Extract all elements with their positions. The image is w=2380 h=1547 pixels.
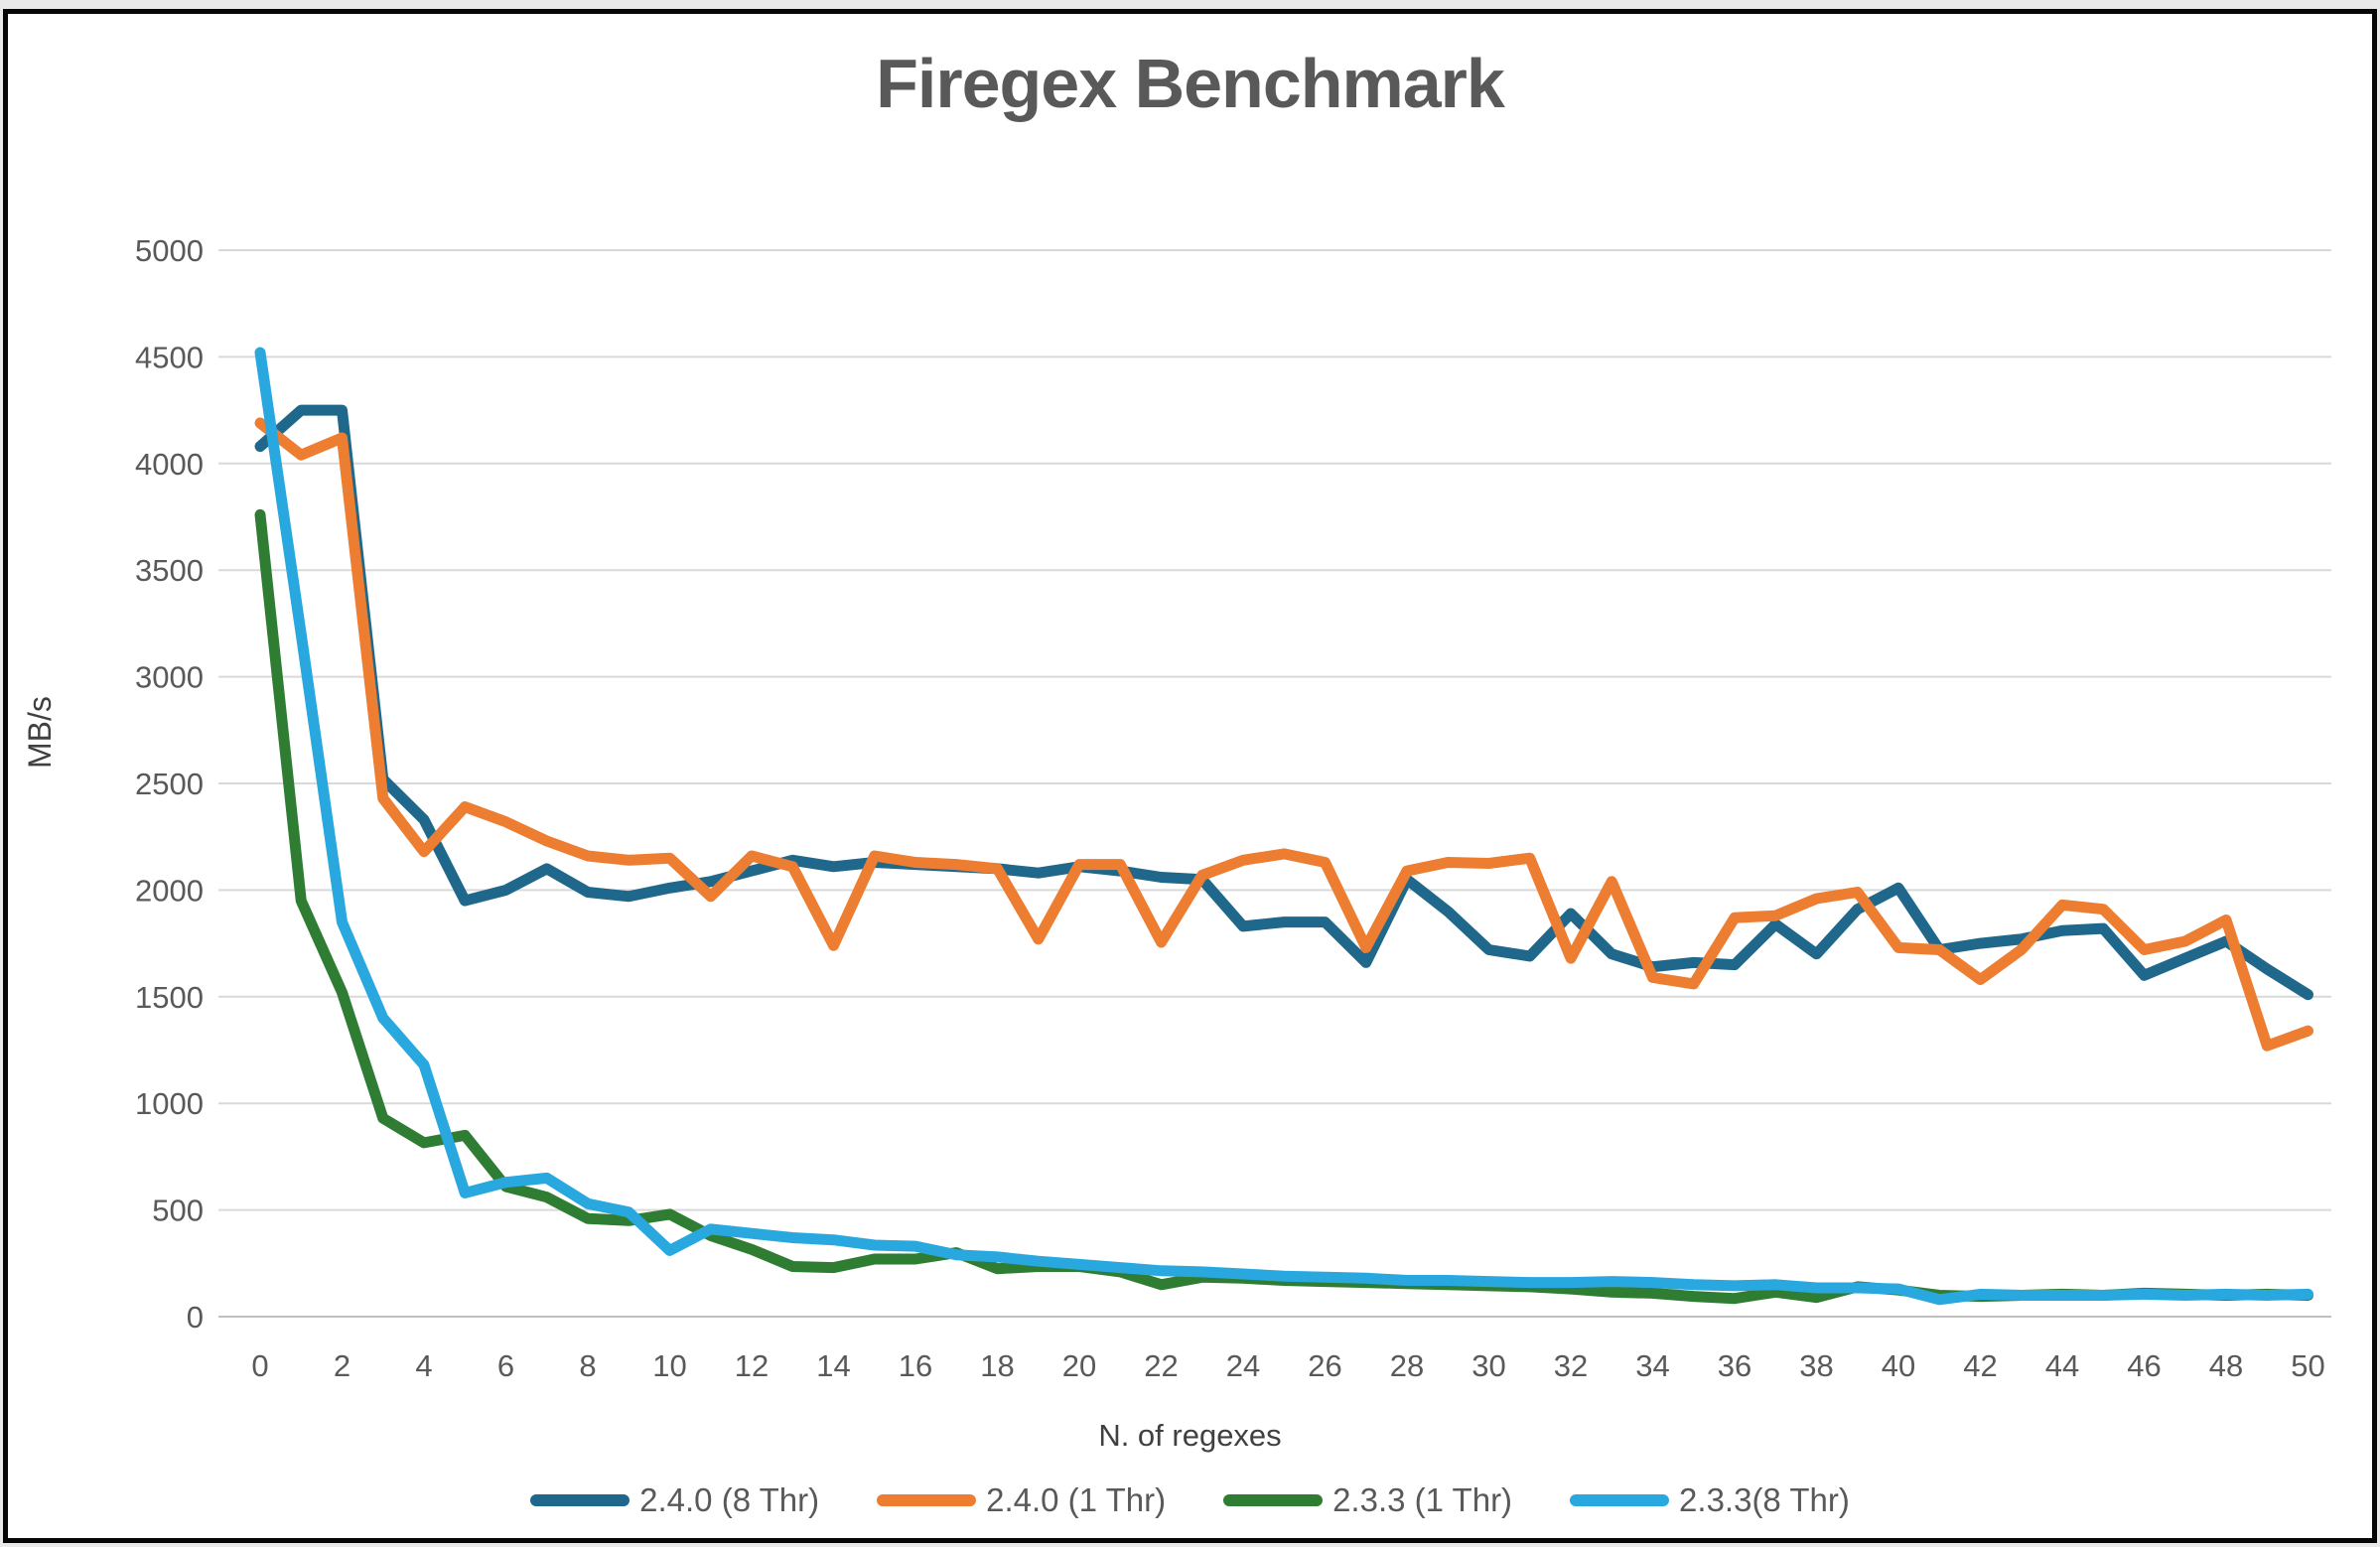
x-tick-label: 50 bbox=[2291, 1348, 2324, 1383]
line-swatch-icon bbox=[1570, 1494, 1670, 1506]
x-tick-label: 48 bbox=[2209, 1348, 2243, 1383]
x-tick-label: 30 bbox=[1471, 1348, 1505, 1383]
benchmark-chart: 0500100015002000250030003500400045005000… bbox=[135, 233, 2331, 1383]
y-tick-label: 1000 bbox=[135, 1086, 204, 1121]
legend-label: 2.4.0 (8 Thr) bbox=[639, 1481, 820, 1518]
x-tick-label: 6 bbox=[497, 1348, 514, 1383]
line-swatch-icon bbox=[1223, 1494, 1324, 1506]
x-tick-label: 22 bbox=[1144, 1348, 1178, 1383]
legend-label: 2.3.3(8 Thr) bbox=[1679, 1481, 1850, 1518]
x-tick-label: 42 bbox=[1963, 1348, 1997, 1383]
line-swatch-icon bbox=[877, 1494, 977, 1506]
x-tick-label: 40 bbox=[1882, 1348, 1915, 1383]
y-tick-label: 3000 bbox=[135, 660, 204, 695]
line-swatch-icon bbox=[530, 1494, 630, 1506]
x-tick-label: 46 bbox=[2127, 1348, 2161, 1383]
y-tick-label: 500 bbox=[152, 1194, 204, 1228]
x-tick-label: 4 bbox=[415, 1348, 432, 1383]
series-line bbox=[254, 417, 2313, 1052]
x-tick-label: 16 bbox=[899, 1348, 932, 1383]
y-tick-label: 4500 bbox=[135, 340, 204, 374]
y-axis-title: MB/s bbox=[22, 696, 58, 769]
y-tick-label: 3500 bbox=[135, 553, 204, 588]
x-tick-label: 2 bbox=[334, 1348, 350, 1383]
x-tick-label: 14 bbox=[816, 1348, 850, 1383]
x-tick-label: 26 bbox=[1308, 1348, 1341, 1383]
chart-frame: 0 500 1000 1500 2000 2500 3000 3500 4000 4500 5000… bbox=[3, 9, 2377, 1543]
x-tick-label: 32 bbox=[1554, 1348, 1588, 1383]
y-tick-label: 2000 bbox=[135, 873, 204, 908]
y-tick-label: 4000 bbox=[135, 447, 204, 482]
x-tick-label: 36 bbox=[1718, 1348, 1751, 1383]
x-axis-title: N. of regexes bbox=[1098, 1418, 1282, 1453]
series-line bbox=[254, 508, 2313, 1305]
x-tick-label: 10 bbox=[652, 1348, 686, 1383]
x-tick-label: 24 bbox=[1226, 1348, 1260, 1383]
legend-item: 2.4.0 (1 Thr) bbox=[877, 1481, 1166, 1519]
legend-item: 2.4.0 (8 Thr) bbox=[530, 1481, 819, 1519]
legend-item: 2.3.3(8 Thr) bbox=[1570, 1481, 1850, 1519]
x-tick-label: 12 bbox=[735, 1348, 769, 1383]
x-tick-label: 8 bbox=[579, 1348, 596, 1383]
y-tick-label: 5000 bbox=[135, 233, 204, 268]
y-tick-label: 1500 bbox=[135, 980, 204, 1015]
x-tick-label: 34 bbox=[1635, 1348, 1669, 1383]
legend-item: 2.3.3 (1 Thr) bbox=[1223, 1481, 1512, 1519]
x-tick-label: 18 bbox=[980, 1348, 1014, 1383]
x-tick-label: 38 bbox=[1799, 1348, 1833, 1383]
y-tick-label: 0 bbox=[187, 1300, 204, 1335]
x-tick-label: 44 bbox=[2045, 1348, 2079, 1383]
legend: 2.4.0 (8 Thr) 2.4.0 (1 Thr) 2.3.3 (1 Thr) 2… bbox=[8, 1481, 2372, 1519]
series-line bbox=[254, 347, 2313, 1306]
legend-label: 2.4.0 (1 Thr) bbox=[986, 1481, 1167, 1518]
x-tick-label: 20 bbox=[1062, 1348, 1096, 1383]
series-line bbox=[254, 404, 2313, 1001]
x-tick-label: 0 bbox=[251, 1348, 268, 1383]
x-tick-label: 28 bbox=[1390, 1348, 1424, 1383]
y-tick-label: 2500 bbox=[135, 767, 204, 801]
chart-title: Firegex Benchmark bbox=[876, 45, 1505, 122]
legend-label: 2.3.3 (1 Thr) bbox=[1332, 1481, 1513, 1518]
